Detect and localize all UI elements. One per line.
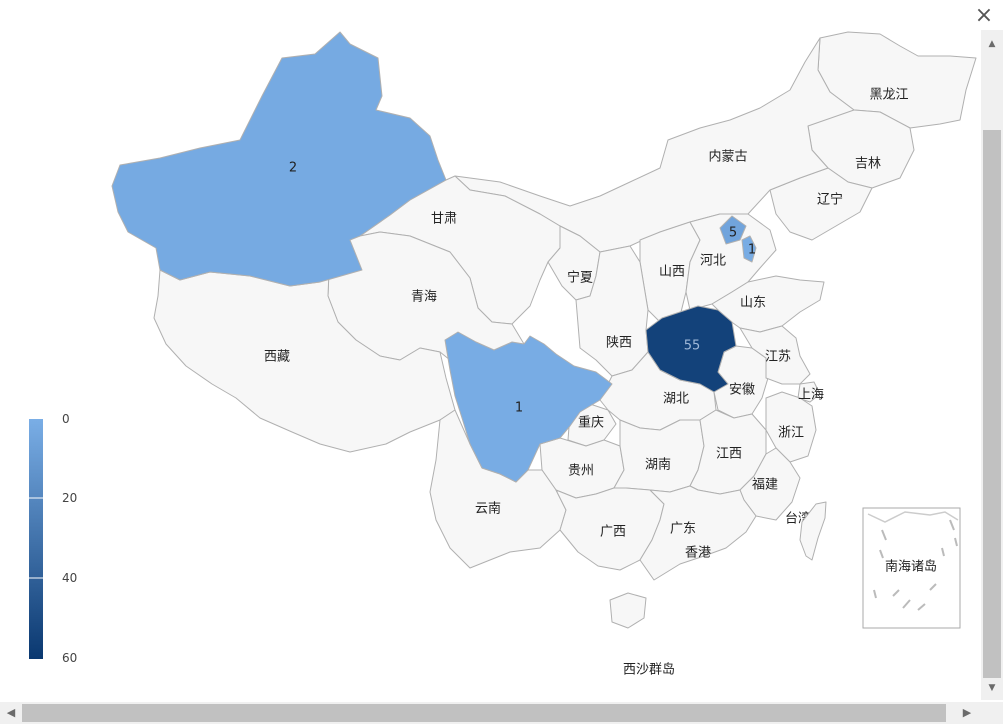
scroll-left-icon[interactable]: ◀ — [6, 706, 16, 719]
province-19-name-label: 安徽 — [729, 383, 755, 398]
province-16-value-label: 1 — [515, 401, 523, 416]
province-21-name-label: 上海 — [798, 388, 824, 403]
province-22-region[interactable] — [765, 391, 817, 463]
legend-tick-label: 20 — [62, 491, 77, 505]
province-14-value-label: 55 — [684, 339, 701, 354]
province-16-region[interactable] — [444, 331, 613, 483]
province-31-name-label: 香港 — [685, 546, 711, 561]
province-30-name-label: 广东 — [670, 522, 696, 537]
taiwan-shape — [799, 501, 827, 561]
province-4-value-label: 2 — [289, 161, 297, 176]
scroll-up-icon[interactable]: ▲ — [988, 39, 996, 49]
province-30-region[interactable] — [639, 485, 757, 581]
province-1-name-label: 吉林 — [855, 157, 881, 172]
province-15-name-label: 陕西 — [606, 336, 632, 351]
legend-tick-label: 60 — [62, 651, 77, 665]
province-7-name-label: 青海 — [411, 290, 437, 305]
scroll-right-icon[interactable]: ▶ — [962, 706, 972, 719]
province-22-name-label: 浙江 — [778, 426, 804, 441]
labels-layer: 黑龙江吉林辽宁内蒙古2甘肃宁夏青海西藏山西河北51山东55陕西1重庆湖北安徽江苏… — [264, 88, 909, 617]
hainan-shape — [609, 592, 647, 629]
province-23-name-label: 贵州 — [568, 464, 594, 479]
horizontal-scrollbar[interactable]: ◀ ▶ — [0, 702, 981, 724]
province-29-name-label: 广西 — [600, 525, 626, 540]
province-2-name-label: 辽宁 — [817, 192, 843, 208]
province-0-name-label: 黑龙江 — [869, 88, 908, 103]
province-6-name-label: 宁夏 — [567, 270, 593, 286]
province-11-value-label: 5 — [729, 226, 737, 241]
province-26-name-label: 福建 — [752, 478, 778, 493]
xisha-label: 西沙群岛 — [623, 662, 675, 678]
province-12-region[interactable] — [741, 235, 757, 263]
horizontal-scroll-thumb[interactable] — [22, 704, 946, 722]
province-24-region[interactable] — [613, 419, 705, 493]
province-9-name-label: 山西 — [659, 265, 685, 280]
south-china-sea-inset: 南海诸岛 — [862, 507, 961, 629]
scroll-down-icon[interactable]: ▼ — [988, 683, 996, 693]
province-15-region[interactable] — [575, 245, 649, 377]
province-14-region[interactable] — [645, 305, 737, 393]
province-13-name-label: 山东 — [740, 296, 766, 311]
china-map: 黑龙江吉林辽宁内蒙古2甘肃宁夏青海西藏山西河北51山东55陕西1重庆湖北安徽江苏… — [29, 31, 977, 678]
province-3-name-label: 内蒙古 — [708, 149, 747, 165]
province-20-region[interactable] — [739, 325, 811, 385]
province-11-region[interactable] — [719, 215, 747, 245]
province-24-name-label: 湖南 — [645, 457, 671, 473]
vertical-scrollbar[interactable]: ▲ ▼ — [981, 30, 1003, 700]
close-button[interactable]: × — [974, 3, 994, 28]
province-18-name-label: 湖北 — [663, 392, 689, 407]
legend-tick-label: 0 — [62, 412, 70, 426]
color-legend: 0 20 40 60 — [29, 412, 77, 665]
province-10-name-label: 河北 — [700, 254, 726, 269]
provinces-layer — [111, 31, 977, 581]
province-25-name-label: 江西 — [716, 447, 742, 462]
province-5-name-label: 甘肃 — [431, 212, 457, 227]
inset-label: 南海诸岛 — [885, 559, 937, 575]
legend-tick-label: 40 — [62, 571, 77, 585]
province-21-region[interactable] — [797, 381, 821, 403]
province-4-region[interactable] — [111, 31, 447, 287]
province-12-value-label: 1 — [748, 243, 756, 258]
province-8-name-label: 西藏 — [264, 350, 290, 365]
vertical-scroll-thumb[interactable] — [983, 130, 1001, 678]
province-28-name-label: 云南 — [475, 501, 501, 517]
province-20-name-label: 江苏 — [765, 349, 791, 365]
scrollbar-corner — [981, 702, 1003, 724]
province-17-name-label: 重庆 — [578, 415, 604, 431]
